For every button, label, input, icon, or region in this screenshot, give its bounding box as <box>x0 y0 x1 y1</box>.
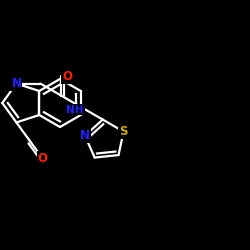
Text: N: N <box>12 77 22 90</box>
Text: N: N <box>80 129 90 142</box>
Text: S: S <box>119 125 128 138</box>
Text: O: O <box>62 70 72 83</box>
Text: NH: NH <box>66 104 84 115</box>
Text: O: O <box>38 152 48 165</box>
